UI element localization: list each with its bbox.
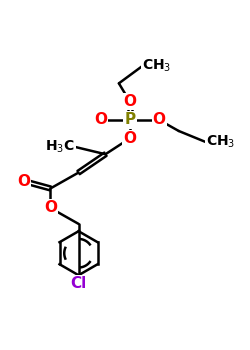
Text: O: O	[94, 112, 107, 127]
Text: CH$_3$: CH$_3$	[206, 134, 235, 150]
Text: O: O	[124, 94, 136, 109]
Text: O: O	[153, 112, 166, 127]
Text: O: O	[44, 201, 57, 216]
Text: O: O	[124, 131, 136, 146]
Text: Cl: Cl	[70, 276, 87, 291]
Text: H$_3$C: H$_3$C	[45, 139, 75, 155]
Text: P: P	[124, 112, 136, 127]
Text: CH$_3$: CH$_3$	[142, 58, 172, 75]
Text: O: O	[17, 174, 30, 189]
